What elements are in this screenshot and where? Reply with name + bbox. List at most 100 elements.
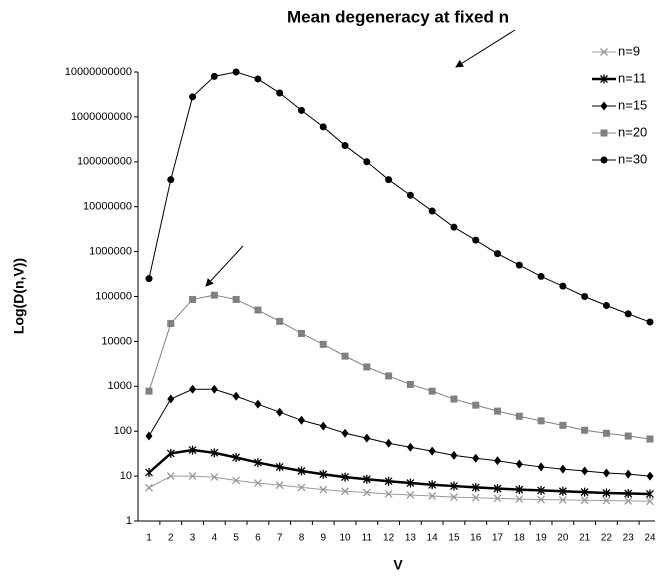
x-tick-label: 20 (557, 533, 569, 544)
point (254, 75, 262, 83)
point (188, 472, 197, 481)
point (537, 485, 546, 495)
point (581, 466, 589, 476)
point (406, 442, 414, 452)
point (145, 483, 153, 492)
point (232, 391, 240, 401)
series-line (148, 294, 651, 440)
legend-label: n=20 (618, 124, 647, 139)
point (210, 384, 218, 394)
point (254, 306, 262, 314)
point (537, 417, 545, 425)
point (319, 123, 327, 131)
x-axis-title: V (393, 557, 403, 573)
point (471, 493, 480, 502)
point (406, 191, 414, 199)
point (471, 482, 480, 492)
point (145, 387, 153, 395)
point (145, 275, 153, 283)
point (297, 466, 306, 476)
point (580, 487, 589, 497)
point (362, 488, 371, 497)
point (166, 472, 175, 481)
point (428, 492, 437, 500)
y-axis-title: Log(D(n,V)) (11, 258, 27, 334)
point (537, 495, 546, 504)
point (385, 176, 393, 184)
point (559, 421, 567, 429)
point (232, 452, 241, 462)
point (167, 394, 175, 404)
legend-label: n=9 (618, 43, 640, 58)
point (297, 415, 305, 425)
point (428, 207, 436, 215)
legend-marker (600, 156, 608, 164)
point (581, 293, 589, 300)
point (189, 93, 197, 101)
annotation-arrow (455, 29, 516, 68)
point (341, 472, 350, 482)
point (493, 494, 502, 503)
y-tick-label: 10000 (101, 335, 132, 347)
point (232, 295, 240, 303)
point (167, 176, 175, 184)
legend-marker (600, 101, 608, 111)
point (341, 142, 349, 150)
point (341, 352, 349, 360)
point (276, 89, 284, 97)
point (189, 295, 197, 303)
x-tick-label: 11 (362, 533, 373, 544)
point (254, 399, 262, 409)
point (515, 494, 524, 503)
x-tick-label: 14 (427, 533, 439, 544)
x-tick-label: 22 (601, 533, 613, 544)
point (189, 384, 197, 394)
x-tick-label: 1 (146, 533, 152, 544)
point (559, 282, 567, 290)
legend-marker (600, 48, 608, 56)
y-tick-label: 100000000 (77, 156, 132, 168)
point (559, 464, 567, 474)
point (276, 407, 284, 417)
point (406, 380, 414, 388)
legend-marker (600, 74, 608, 84)
x-tick-label: 7 (277, 533, 283, 544)
point (494, 456, 502, 466)
x-tick-label: 23 (623, 533, 635, 544)
point (515, 485, 524, 495)
point (602, 302, 610, 310)
point (188, 445, 197, 455)
point (384, 490, 393, 498)
point (646, 471, 654, 481)
point (494, 250, 502, 258)
point (602, 468, 610, 478)
point (624, 432, 632, 440)
point (253, 479, 262, 488)
point (646, 318, 654, 326)
x-tick-label: 2 (168, 533, 174, 544)
point (385, 372, 393, 380)
point (602, 429, 610, 437)
point (385, 438, 393, 448)
x-tick-label: 13 (405, 533, 417, 544)
x-tick-label: 16 (470, 533, 482, 544)
y-tick-label: 1000000 (89, 246, 132, 258)
point (210, 473, 219, 482)
point (580, 496, 589, 505)
point (646, 489, 654, 499)
x-tick-label: 5 (233, 533, 239, 544)
point (232, 68, 240, 76)
point (319, 421, 327, 431)
point (384, 476, 393, 486)
point (275, 462, 284, 472)
point (276, 317, 284, 325)
point (624, 488, 633, 498)
x-tick-label: 3 (190, 533, 196, 544)
y-tick-label: 10 (120, 470, 132, 482)
point (275, 481, 284, 490)
point (558, 495, 567, 504)
point (297, 483, 306, 492)
point (515, 261, 523, 269)
point (494, 407, 502, 415)
point (319, 469, 328, 479)
